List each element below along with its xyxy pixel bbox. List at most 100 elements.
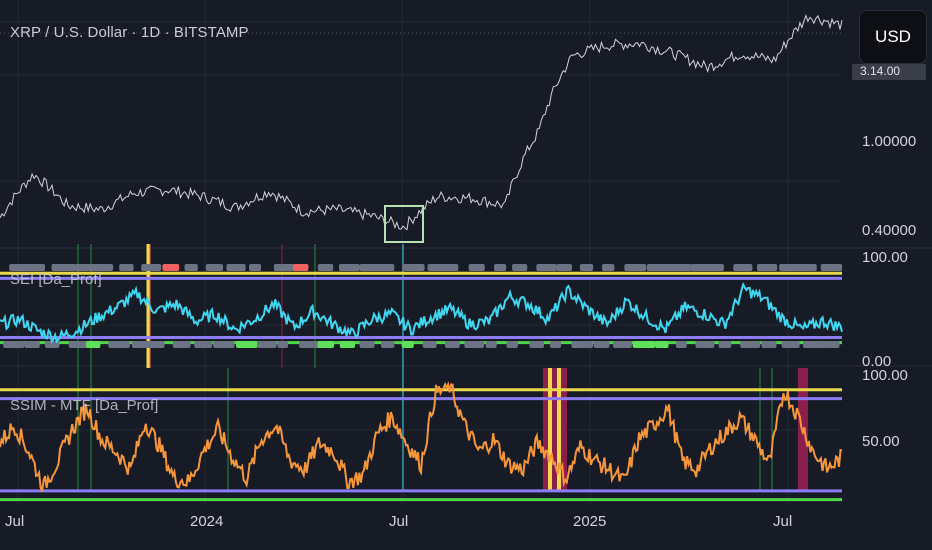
signal-dot-top <box>646 264 673 271</box>
price-tick-1: 1.00000 <box>862 133 917 150</box>
signal-dot-top <box>820 264 843 271</box>
x-tick-jul-2025: Jul <box>773 513 793 530</box>
signal-dot-bottom <box>613 341 632 348</box>
signal-dot-bottom <box>131 341 153 348</box>
ssim-series-line <box>0 381 843 492</box>
last-price-tag: 3.14.00 <box>852 64 926 80</box>
signal-dot-top <box>710 264 724 271</box>
signal-dot-top <box>402 264 425 271</box>
signal-dot-top <box>293 264 309 271</box>
signal-dot-bottom <box>86 341 101 348</box>
signal-dot-bottom <box>108 341 130 348</box>
signal-dot-top <box>579 264 594 271</box>
signal-dot-top <box>74 264 99 271</box>
signal-dot-bottom <box>236 341 258 348</box>
signal-dot-bottom <box>172 341 191 348</box>
signal-dot-bottom <box>761 341 777 348</box>
signal-dot-bottom <box>339 341 356 348</box>
signal-dot-bottom <box>593 341 610 348</box>
signal-band <box>561 368 567 490</box>
signal-dot-bottom <box>45 341 60 348</box>
ssim-pane-label: SSIM - MTF [Da_Prof] <box>10 397 159 414</box>
signal-dot-top <box>536 264 557 271</box>
signal-dot-top <box>494 264 507 271</box>
signal-dot-bottom <box>740 341 761 348</box>
signal-dot-top <box>512 264 528 271</box>
signal-dot-bottom <box>718 341 732 348</box>
signal-dot-bottom <box>257 341 277 348</box>
signal-band <box>548 368 552 490</box>
signal-dot-top <box>51 264 77 271</box>
signal-dot-bottom <box>422 341 437 348</box>
signal-dot-bottom <box>445 341 460 348</box>
signal-dot-top <box>624 264 647 271</box>
signal-dot-top <box>28 264 46 271</box>
signal-dot-bottom <box>381 341 395 348</box>
signal-dot-top <box>119 264 134 271</box>
signal-dot-bottom <box>401 341 414 348</box>
signal-dot-top <box>226 264 246 271</box>
signal-dot-bottom <box>529 341 544 348</box>
currency-button[interactable]: USD <box>859 10 927 64</box>
x-tick-jul-2024: Jul <box>389 513 409 530</box>
signal-dot-top <box>273 264 295 271</box>
highlight-box <box>384 205 424 243</box>
signal-dot-bottom <box>277 341 288 348</box>
signal-dot-top <box>427 264 449 271</box>
grid-lines <box>0 0 932 505</box>
signal-band <box>557 368 561 490</box>
signal-dot-bottom <box>781 341 800 348</box>
chart-title: XRP / U.S. Dollar · 1D · BITSTAMP <box>10 24 249 41</box>
price-series-line <box>0 14 843 231</box>
signal-dot-bottom <box>24 341 40 348</box>
signal-dot-top <box>779 264 805 271</box>
signal-dot-top <box>249 264 262 271</box>
signal-dot-top <box>733 264 753 271</box>
signal-dot-bottom <box>464 341 484 348</box>
signal-dot-top <box>446 264 459 271</box>
ssim-tick-high: 100.00 <box>862 367 908 384</box>
last-price-value: 3.14.00 <box>860 64 901 78</box>
signal-dot-top <box>690 264 713 271</box>
signal-dot-top <box>205 264 224 271</box>
signal-dot-bottom <box>317 341 335 348</box>
x-tick-2024: 2024 <box>190 513 224 530</box>
signal-dot-top <box>317 264 334 271</box>
signal-dot-top <box>162 264 180 271</box>
signal-dot-bottom <box>213 341 235 348</box>
x-tick-2025: 2025 <box>573 513 607 530</box>
signal-dot-top <box>141 264 162 271</box>
signal-dot-bottom <box>299 341 323 348</box>
sei-tick-high: 100.00 <box>862 249 908 266</box>
x-tick-jul-2023: Jul <box>5 513 25 530</box>
sei-series-line <box>0 281 843 344</box>
signal-dot-bottom <box>695 341 715 348</box>
signal-dot-bottom <box>675 341 687 348</box>
ssim-tick-mid: 50.00 <box>862 433 900 450</box>
signal-dot-bottom <box>485 341 497 348</box>
sei-pane-label: SEI [Da_Prof] <box>10 271 102 288</box>
signal-dot-top <box>667 264 692 271</box>
signal-dot-top <box>184 264 198 271</box>
signal-dot-bottom <box>550 341 562 348</box>
price-pane <box>0 14 843 243</box>
sei-tick-low: 0.00 <box>862 353 892 370</box>
signal-dot-bottom <box>571 341 594 348</box>
signal-dot-top <box>556 264 572 271</box>
signal-dot-bottom <box>194 341 213 348</box>
signal-band <box>543 368 548 490</box>
signal-dot-top <box>468 264 485 271</box>
signal-dot-bottom <box>359 341 375 348</box>
signal-dot-top <box>380 264 395 271</box>
signal-dot-bottom <box>506 341 518 348</box>
signal-dot-top <box>9 264 35 271</box>
signal-band <box>552 368 557 490</box>
signal-dot-bottom <box>149 341 165 348</box>
signal-dot-bottom <box>803 341 826 348</box>
signal-dot-top <box>95 264 114 271</box>
signal-dot-top <box>801 264 817 271</box>
ssim-pane <box>0 368 843 502</box>
signal-dot-bottom <box>823 341 840 348</box>
signal-dot-top <box>338 264 360 271</box>
